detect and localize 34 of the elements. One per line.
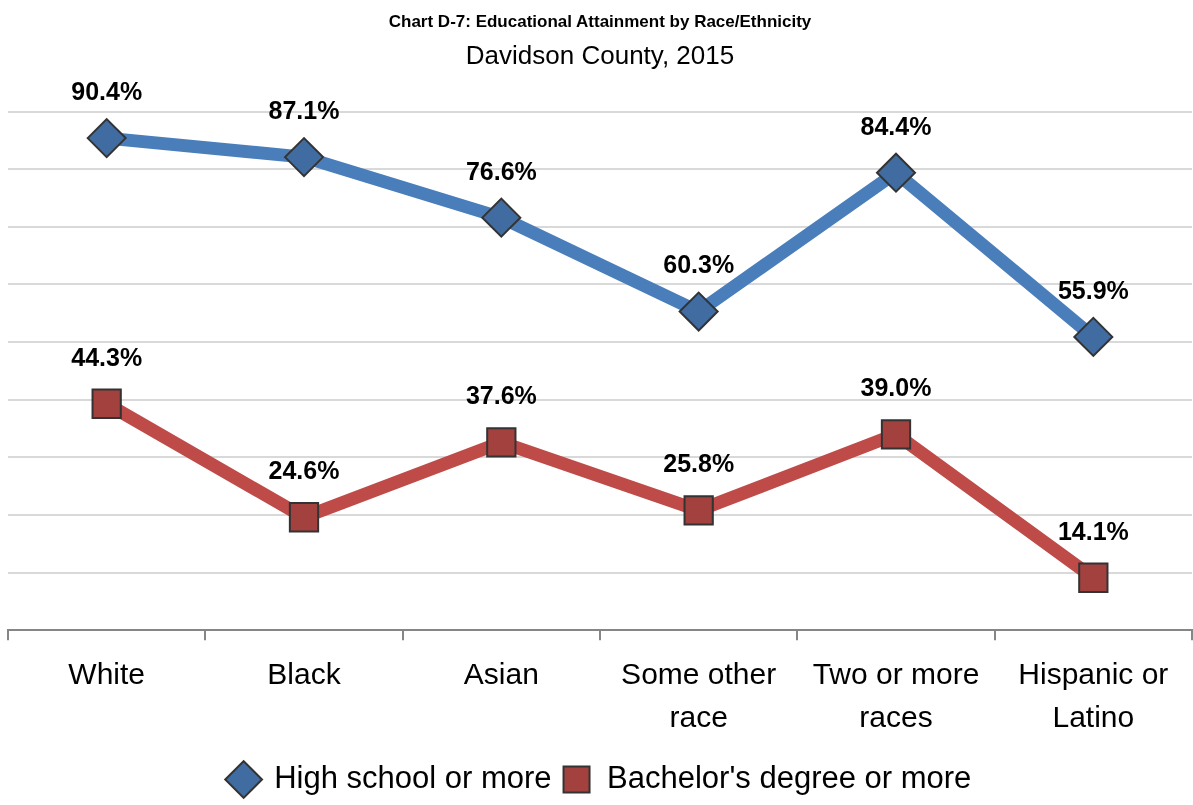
data-label: 37.6% [465,381,537,410]
x-tick-label: Asian [463,656,539,690]
x-tick-label: White [68,656,146,690]
legend-label: High school or more [274,760,552,796]
point [481,197,522,238]
point [284,137,324,178]
legend-label: Bachelor's degree or more [607,760,972,796]
point [1078,562,1109,593]
data-label: 25.8% [663,449,735,478]
point [876,152,916,193]
point [683,495,714,526]
point [91,388,122,419]
data-label: 44.3% [71,342,143,371]
x-tick-label: Some other race [621,656,777,733]
point [288,502,320,533]
x-tick-label: Black [267,656,342,690]
point [486,427,517,458]
data-label: 24.6% [268,456,340,485]
point [86,118,127,159]
chart-title: Chart D-7: Educational Attainment by Race/Ethnicity [388,11,812,31]
x-tick-label: Hispanic or Latino [1018,656,1169,733]
data-label: 87.1% [268,96,340,125]
data-label: 14.1% [1057,516,1129,545]
data-label: 76.6% [465,156,537,185]
data-label: 39.0% [860,373,932,402]
data-label: 90.4% [71,77,143,105]
x-tick-label: Two or more races [812,656,980,733]
chart-subtitle: Davidson County, 2015 [465,40,735,71]
point [1073,316,1114,357]
point [880,419,912,450]
point [678,291,719,332]
data-label: 60.3% [663,250,735,279]
data-label: 84.4% [860,111,932,140]
data-label: 55.9% [1057,275,1129,304]
